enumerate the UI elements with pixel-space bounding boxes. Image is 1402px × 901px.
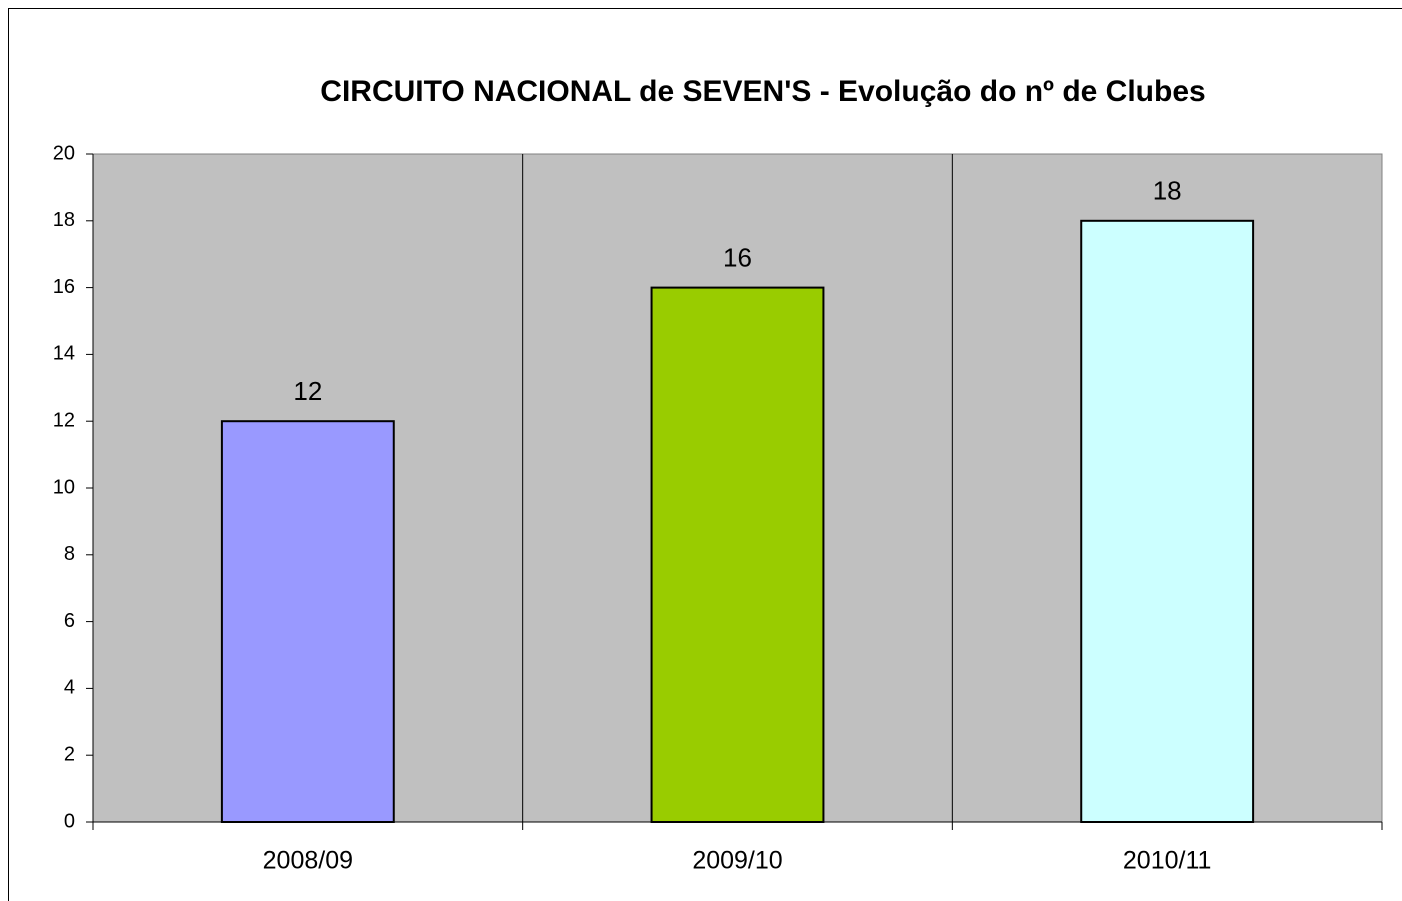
y-tick-label: 18 <box>53 209 75 231</box>
y-tick-label: 14 <box>53 343 75 365</box>
x-tick-label: 2010/11 <box>1123 847 1212 875</box>
chart-title: CIRCUITO NACIONAL de SEVEN'S - Evolução … <box>320 75 1205 108</box>
data-label: 18 <box>1153 176 1182 206</box>
data-label: 16 <box>723 242 752 272</box>
y-tick-label: 6 <box>64 610 75 632</box>
y-tick-label: 20 <box>53 142 75 164</box>
data-label: 12 <box>293 376 322 406</box>
bar <box>220 420 395 823</box>
y-tick-label: 2 <box>64 743 75 765</box>
y-tick-label: 12 <box>53 409 75 431</box>
x-tick-label: 2008/09 <box>263 847 353 875</box>
y-tick-label: 16 <box>53 276 75 298</box>
bar <box>1080 219 1255 824</box>
y-tick-label: 4 <box>64 677 75 699</box>
y-tick-label: 8 <box>64 543 75 565</box>
y-tick-label: 10 <box>53 476 75 498</box>
x-tick-label: 2009/10 <box>692 847 782 875</box>
y-tick-label: 0 <box>64 810 75 832</box>
bar <box>650 286 825 824</box>
